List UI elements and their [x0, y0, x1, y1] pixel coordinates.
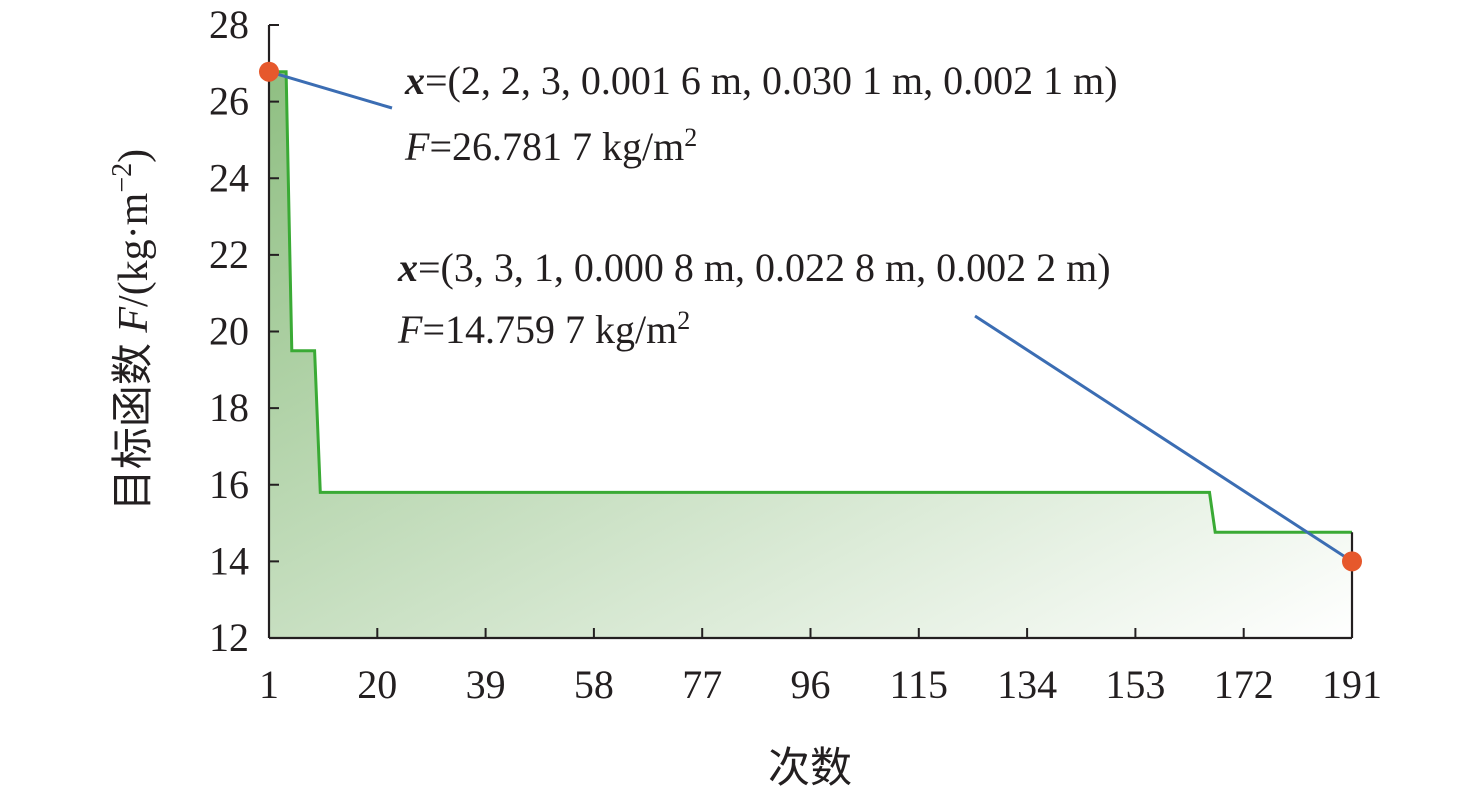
x-tick-label: 96 — [791, 662, 831, 707]
annotation-1-objective: F=26.781 7 kg/m2 — [404, 123, 697, 169]
y-tick-label: 28 — [209, 2, 249, 47]
y-axis-title-var: F — [111, 307, 157, 334]
annotation-1-vector: x=(2, 2, 3, 0.001 6 m, 0.030 1 m, 0.002 … — [404, 58, 1118, 103]
x-tick-label: 134 — [997, 662, 1057, 707]
x-axis-ticks: 1 20 39 58 77 96 115 134 153 172 191 — [259, 628, 1382, 707]
x-tick-label: 58 — [574, 662, 614, 707]
y-axis-title: 目标函数 F/(kg·m−2) — [107, 149, 157, 511]
y-axis-ticks: 12 14 16 18 20 22 24 26 28 — [209, 2, 279, 660]
annotation-2-value: =(3, 3, 1, 0.000 8 m, 0.022 8 m, 0.002 2… — [418, 245, 1111, 290]
x-tick-label: 153 — [1105, 662, 1165, 707]
annotation-2-vector: x=(3, 3, 1, 0.000 8 m, 0.022 8 m, 0.002 … — [397, 245, 1111, 290]
marker-point-2 — [1342, 551, 1362, 572]
annotation-2-f-exponent: 2 — [677, 306, 690, 335]
annotation-leaders — [268, 70, 1353, 563]
markers — [259, 61, 1362, 572]
y-tick-label: 24 — [209, 155, 249, 200]
y-tick-label: 16 — [209, 462, 249, 507]
y-tick-label: 20 — [209, 309, 249, 354]
annotation-2-f-value: =14.759 7 kg/m — [422, 307, 677, 352]
x-tick-label: 1 — [259, 662, 279, 707]
annotation-leader-2 — [974, 314, 1353, 563]
y-tick-label: 22 — [209, 232, 249, 277]
annotation-leader-1 — [268, 70, 393, 110]
x-axis-title: 次数 — [768, 746, 852, 792]
series-line — [269, 70, 1352, 534]
annotation-1-f-value: =26.781 7 kg/m — [429, 124, 684, 169]
x-tick-label: 77 — [682, 662, 722, 707]
y-axis-title-exponent: −2 — [107, 163, 138, 193]
area-layer — [269, 70, 1352, 638]
x-tick-label: 191 — [1322, 662, 1382, 707]
annotation-1-f-exponent: 2 — [684, 123, 697, 152]
annotation-2-var: x — [397, 245, 418, 290]
marker-point-1 — [259, 61, 279, 82]
y-tick-label: 14 — [209, 538, 249, 583]
annotation-2-objective: F=14.759 7 kg/m2 — [397, 306, 690, 352]
annotation-1-value: =(2, 2, 3, 0.001 6 m, 0.030 1 m, 0.002 1… — [425, 58, 1118, 103]
annotation-2-f-var: F — [397, 307, 423, 352]
y-axis-title-units: /(kg·m — [111, 192, 157, 307]
y-axis-title-prefix: 目标函数 — [111, 333, 157, 512]
x-tick-label: 172 — [1214, 662, 1274, 707]
x-tick-label: 115 — [890, 662, 949, 707]
y-axis-title-close: ) — [111, 149, 157, 163]
series-area — [269, 71, 1352, 638]
annotation-1: x=(2, 2, 3, 0.001 6 m, 0.030 1 m, 0.002 … — [404, 58, 1118, 169]
x-tick-label: 20 — [357, 662, 397, 707]
y-tick-label: 12 — [209, 615, 249, 660]
y-tick-label: 18 — [209, 385, 249, 430]
y-tick-label: 26 — [209, 79, 249, 124]
annotation-1-f-var: F — [404, 124, 430, 169]
annotation-2: x=(3, 3, 1, 0.000 8 m, 0.022 8 m, 0.002 … — [397, 245, 1111, 352]
x-tick-label: 39 — [466, 662, 506, 707]
annotation-1-var: x — [404, 58, 425, 103]
